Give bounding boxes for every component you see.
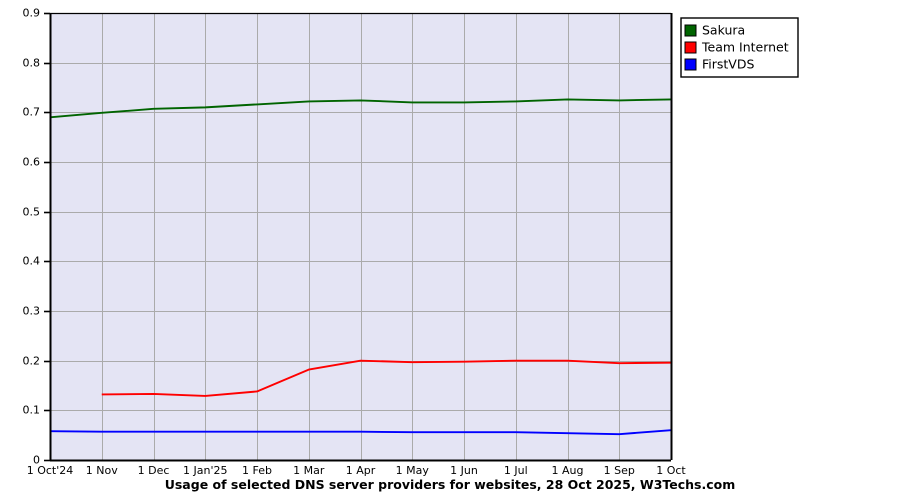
legend-label: Team Internet <box>701 40 789 55</box>
series-line-sakura <box>49 98 672 119</box>
chart-caption: Usage of selected DNS server providers f… <box>165 477 736 492</box>
legend-label: FirstVDS <box>702 57 754 72</box>
y-axis-ticks <box>44 12 50 462</box>
x-tick-label: 1 Dec <box>138 464 170 477</box>
x-tick-label: 1 Nov <box>86 464 118 477</box>
y-tick-label: 0.1 <box>23 404 41 417</box>
x-axis-tick-labels: 1 Oct'24 1 Nov 1 Dec 1 Jan'25 1 Feb 1 Mar 1 Ap… <box>27 464 687 477</box>
y-tick-label: 0.7 <box>23 106 41 119</box>
y-tick-label: 0.9 <box>23 7 41 20</box>
y-tick-label: 0.6 <box>23 156 41 169</box>
legend-swatch <box>684 58 697 71</box>
x-tick-label: 1 Oct'24 <box>27 464 74 477</box>
y-tick-label: 0 <box>33 454 40 467</box>
x-tick-label: 1 Jul <box>504 464 528 477</box>
y-tick-label: 0.3 <box>23 305 41 318</box>
x-tick-label: 1 May <box>396 464 430 477</box>
y-tick-label: 0.5 <box>23 206 41 219</box>
legend-swatch <box>684 24 697 37</box>
legend-swatch <box>684 41 697 54</box>
series-line-firstvds <box>49 429 672 436</box>
series-line-team-internet <box>101 359 672 397</box>
x-tick-label: 1 Jun <box>450 464 478 477</box>
y-tick-label: 0.8 <box>23 57 41 70</box>
x-tick-label: 1 Mar <box>293 464 325 477</box>
x-tick-label: 1 Apr <box>346 464 376 477</box>
x-tick-label: 1 Sep <box>604 464 635 477</box>
data-series-lines <box>49 98 672 436</box>
x-tick-label: 1 Feb <box>242 464 272 477</box>
plot-area-background <box>50 13 671 460</box>
x-tick-label: 1 Aug <box>552 464 584 477</box>
y-tick-label: 0.2 <box>23 355 41 368</box>
legend-label: Sakura <box>702 23 745 38</box>
y-axis-tick-labels: 0 0.1 0.2 0.3 0.4 0.5 0.6 0.7 0.8 0.9 <box>23 7 41 467</box>
y-tick-label: 0.4 <box>23 255 41 268</box>
x-tick-label: 1 Oct <box>656 464 686 477</box>
x-gridlines <box>102 13 672 460</box>
chart-legend: Sakura Team Internet FirstVDS <box>680 17 799 78</box>
x-tick-label: 1 Jan'25 <box>183 464 227 477</box>
